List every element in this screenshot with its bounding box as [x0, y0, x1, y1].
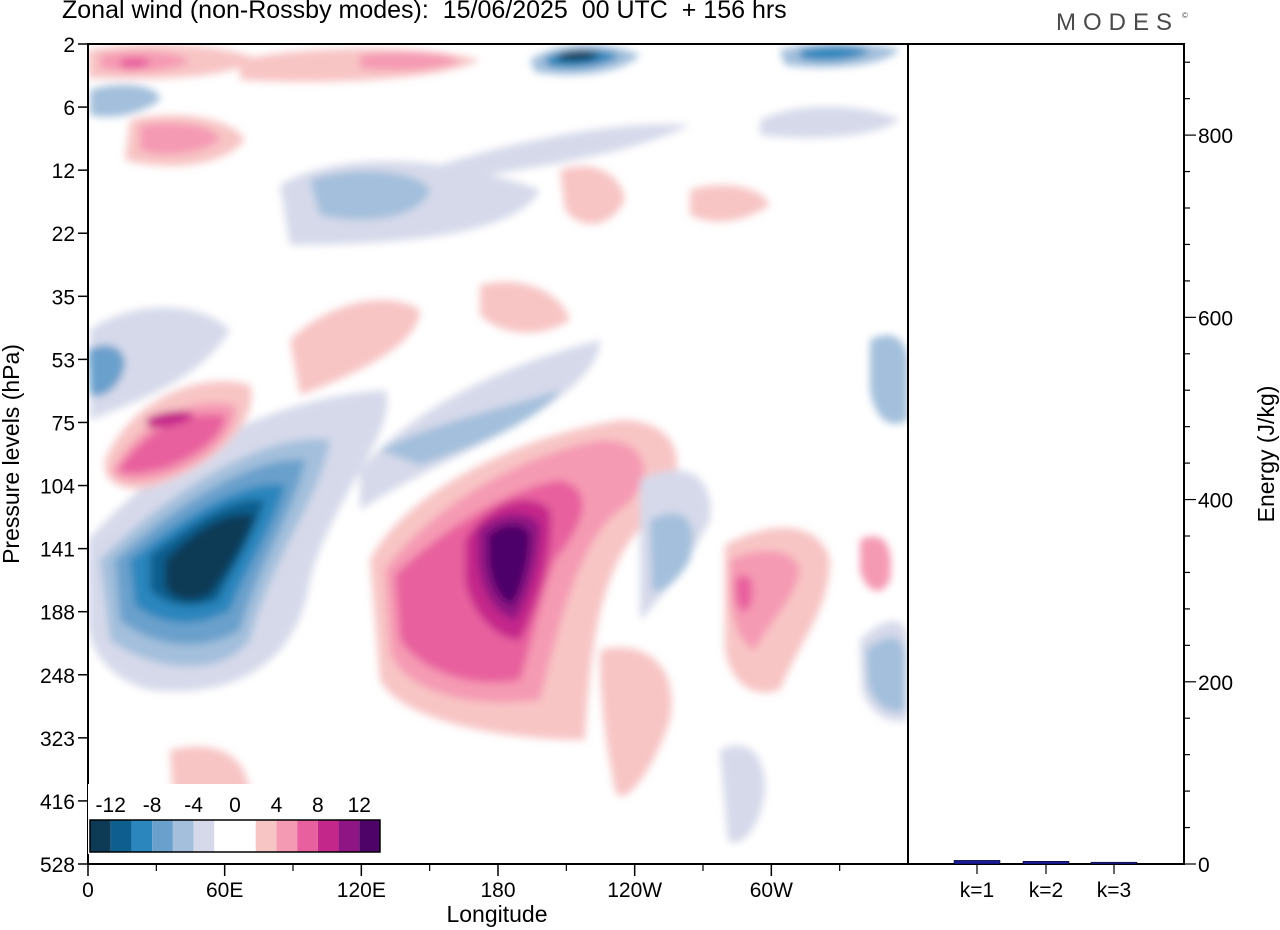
x-tick-label: 120E [337, 879, 386, 902]
chart-title: Zonal wind (non-Rossby modes): 15/06/202… [62, 0, 787, 24]
colorbar-swatch [110, 820, 132, 852]
energy-tick-label: 400 [1198, 490, 1233, 513]
colorbar-swatch [255, 820, 277, 852]
x-axis-title: Longitude [446, 901, 547, 927]
energy-bar [1090, 861, 1138, 865]
y-tick-label: 528 [40, 854, 75, 877]
bar-category-label: k=3 [1097, 879, 1131, 902]
y-tick-label: 416 [40, 791, 75, 814]
x-tick-label: 60W [750, 879, 793, 902]
energy-tick-label: 0 [1198, 854, 1210, 877]
y-tick-label: 75 [52, 412, 75, 435]
colorbar-label: -8 [143, 794, 162, 817]
x-tick-label: 120W [607, 879, 662, 902]
y-axis-title: Pressure levels (hPa) [0, 344, 24, 564]
colorbar-label: -4 [184, 794, 203, 817]
colorbar-swatch [131, 820, 153, 852]
colorbar-swatch [214, 820, 235, 852]
energy-bar [1022, 861, 1070, 865]
energy-axis-title: Energy (J/kg) [1253, 386, 1279, 523]
heatmap-field [88, 44, 908, 864]
colorbar-label: 12 [348, 794, 371, 817]
x-tick-label: 180 [480, 879, 515, 902]
x-tick-label: 0 [82, 879, 94, 902]
y-tick-label: 141 [40, 539, 75, 562]
bar-category-label: k=1 [960, 879, 994, 902]
x-tick-label: 60E [206, 879, 243, 902]
energy-tick-label: 800 [1198, 125, 1233, 148]
y-tick-label: 22 [52, 223, 75, 246]
colorbar-swatch [359, 820, 380, 852]
y-tick-label: 35 [52, 286, 75, 309]
colorbar-swatch [338, 820, 360, 852]
colorbar-swatch [172, 820, 194, 852]
colorbar-label: -12 [96, 794, 126, 817]
colorbar-swatch [152, 820, 173, 852]
y-tick-label: 188 [40, 602, 75, 625]
y-tick-label: 6 [63, 97, 75, 120]
colorbar-swatch [90, 820, 111, 852]
y-tick-label: 323 [40, 728, 75, 751]
y-tick-label: 2 [63, 34, 75, 57]
y-tick-label: 104 [40, 476, 75, 499]
bar-category-label: k=2 [1029, 879, 1063, 902]
colorbar-frame [89, 819, 381, 853]
colorbar-swatch [317, 820, 339, 852]
y-tick-label: 53 [52, 349, 75, 372]
colorbar-label: 0 [229, 794, 241, 817]
energy-bar [953, 860, 1001, 865]
brand-copyright-mark: © [1182, 11, 1188, 20]
energy-tick-label: 200 [1198, 672, 1233, 695]
colorbar-swatch [193, 820, 215, 852]
y-tick-label: 248 [40, 665, 75, 688]
colorbar-swatch [276, 820, 298, 852]
y-tick-label: 12 [52, 160, 75, 183]
colorbar-swatch [235, 820, 256, 852]
colorbar-label: 8 [312, 794, 324, 817]
brand-logo: MODES [1056, 9, 1180, 36]
energy-tick-label: 600 [1198, 307, 1233, 330]
colorbar-swatch [297, 820, 318, 852]
colorbar-label: 4 [271, 794, 283, 817]
